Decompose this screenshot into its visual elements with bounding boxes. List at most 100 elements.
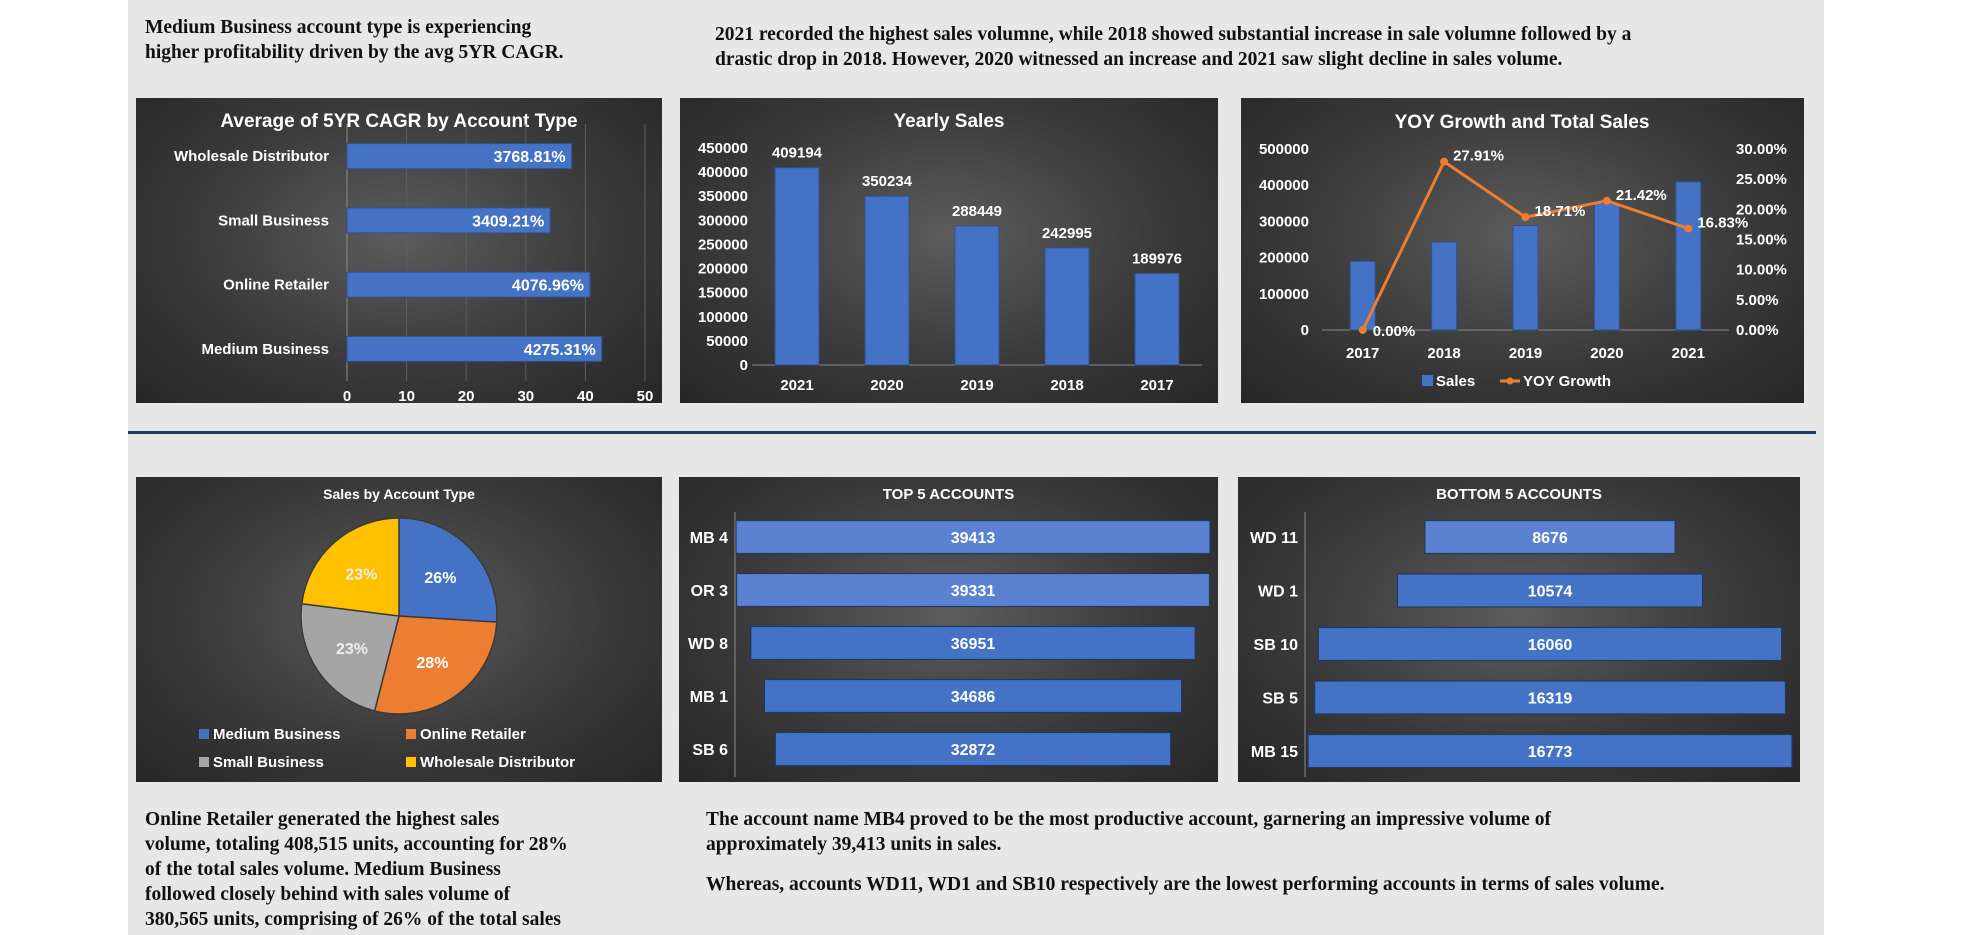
legend-swatch — [406, 729, 416, 739]
data-label: 288449 — [952, 203, 1002, 220]
data-label: 409194 — [772, 145, 823, 162]
note-line: followed closely behind with sales volum… — [145, 884, 511, 905]
data-label: 4275.31% — [524, 342, 596, 359]
pie-slice — [373, 615, 498, 715]
bar — [1307, 733, 1793, 769]
y-tick-label: 100000 — [698, 309, 748, 326]
data-label: 0.00% — [1373, 323, 1416, 340]
legend-label: Wholesale Distributor — [420, 754, 575, 771]
bar — [346, 143, 573, 170]
line-point — [1440, 157, 1449, 166]
chart-yearly-panel: Yearly Sales 0 50000 100000 150000 200000 2500… — [680, 98, 1218, 403]
note-line: Online Retailer generated the highest sa… — [145, 809, 500, 830]
data-label: 350234 — [862, 173, 913, 190]
note-line: approximately 39,413 units in sales. — [706, 834, 1002, 855]
bar — [763, 678, 1183, 714]
data-label: 34686 — [951, 689, 996, 706]
category-label: MB 15 — [1251, 744, 1298, 761]
y-tick-label: 200000 — [698, 261, 748, 278]
x-tick-label: 2019 — [960, 377, 993, 394]
y-tick-label: 250000 — [698, 236, 748, 253]
data-label: 23% — [345, 566, 377, 583]
x-tick-label: 2021 — [780, 377, 813, 394]
y2-tick-label: 30.00% — [1736, 141, 1787, 158]
category-label: SB 6 — [692, 742, 728, 759]
data-label: 16319 — [1528, 691, 1573, 708]
bar — [1134, 272, 1180, 366]
x-tick-label: 2021 — [1672, 345, 1705, 362]
data-label: 3768.81% — [494, 149, 566, 166]
y-tick-label: 500000 — [1259, 141, 1309, 158]
x-tick-label: 20 — [458, 388, 475, 403]
x-tick-label: 0 — [343, 388, 351, 403]
chart-title: YOY Growth and Total Sales — [1395, 112, 1650, 133]
data-label: 3409.21% — [472, 213, 544, 230]
category-label: Wholesale Distributor — [174, 148, 329, 165]
bar — [346, 335, 603, 362]
y-tick-label: 300000 — [1259, 213, 1309, 230]
data-label: 16773 — [1528, 744, 1573, 761]
data-label: 16.83% — [1697, 214, 1748, 231]
y2-tick-label: 10.00% — [1736, 262, 1787, 279]
note-line: 2021 recorded the highest sales volumne,… — [715, 24, 1632, 45]
bar — [735, 519, 1211, 555]
data-label: 16060 — [1528, 637, 1573, 654]
category-label: MB 1 — [690, 689, 728, 706]
line-point — [1684, 224, 1693, 233]
bar — [864, 195, 910, 366]
y-tick-label: 300000 — [698, 212, 748, 229]
y2-tick-label: 20.00% — [1736, 201, 1787, 218]
data-label: 32872 — [951, 742, 996, 759]
x-tick-label: 2018 — [1050, 377, 1083, 394]
line-point — [1521, 213, 1530, 222]
chart-cagr-panel: Average of 5YR CAGR by Account Type 0 10 20… — [136, 98, 662, 403]
data-label: 4076.96% — [512, 278, 584, 295]
data-label: 8676 — [1532, 530, 1568, 547]
pie-slice — [398, 517, 498, 623]
note-bottom-right-1: The account name MB4 proved to be the mo… — [706, 807, 1551, 857]
data-label: 36951 — [951, 636, 996, 653]
y-tick-label: 0 — [740, 357, 748, 374]
legend-marker — [1506, 377, 1514, 385]
x-tick-label: 2019 — [1509, 345, 1542, 362]
bar — [1044, 247, 1090, 366]
bar — [774, 731, 1172, 767]
note-line: drastic drop in 2018. However, 2020 witn… — [715, 49, 1563, 70]
bar — [1349, 260, 1376, 331]
category-label: Small Business — [218, 212, 329, 229]
bar — [346, 207, 551, 234]
legend-swatch — [199, 757, 209, 767]
pie-slice — [300, 517, 400, 617]
chart-sales-by-account-type: Sales by Account Type 26% 28% 23% 23% Medium … — [199, 486, 575, 771]
bar — [735, 572, 1211, 608]
chart-bottom-5-accounts: BOTTOM 5 ACCOUNTS WD 11 8676 WD 1 10574 SB 10… — [1250, 486, 1793, 777]
y2-tick-label: 15.00% — [1736, 232, 1787, 249]
legend-swatch — [1422, 375, 1433, 386]
y-tick-label: 450000 — [698, 140, 748, 157]
x-tick-label: 2020 — [1590, 345, 1623, 362]
chart-title: Sales by Account Type — [323, 486, 475, 502]
y-tick-label: 200000 — [1259, 250, 1309, 267]
note-bottom-right-2: Whereas, accounts WD11, WD1 and SB10 res… — [706, 872, 1665, 897]
section-divider — [128, 431, 1816, 434]
bar — [346, 271, 591, 298]
y-tick-label: 50000 — [706, 333, 748, 350]
note-top-left: Medium Business account type is experien… — [145, 15, 564, 65]
x-tick-label: 40 — [577, 388, 594, 403]
chart-pie-panel: Sales by Account Type 26% 28% 23% 23% Medium … — [136, 477, 662, 782]
chart-top-5-accounts: TOP 5 ACCOUNTS MB 4 39413 OR 3 39331 WD 8 3695… — [688, 486, 1211, 777]
chart-yoy-panel: YOY Growth and Total Sales 0 100000 200000 3… — [1241, 98, 1804, 403]
data-label: 242995 — [1042, 225, 1092, 242]
chart-yoy-growth: YOY Growth and Total Sales 0 100000 200000 3… — [1259, 112, 1787, 390]
data-label: 26% — [424, 570, 456, 587]
bar — [1431, 241, 1458, 331]
chart-top5-panel: TOP 5 ACCOUNTS MB 4 39413 OR 3 39331 WD 8 3695… — [679, 477, 1218, 782]
bar — [1317, 626, 1783, 662]
y-tick-label: 0 — [1301, 322, 1309, 339]
category-label: WD 1 — [1258, 584, 1298, 601]
y-tick-label: 150000 — [698, 285, 748, 302]
bar — [954, 225, 1000, 366]
y-tick-label: 350000 — [698, 188, 748, 205]
chart-bottom5-panel: BOTTOM 5 ACCOUNTS WD 11 8676 WD 1 10574 SB 10… — [1238, 477, 1800, 782]
legend-label: Sales — [1436, 373, 1475, 390]
